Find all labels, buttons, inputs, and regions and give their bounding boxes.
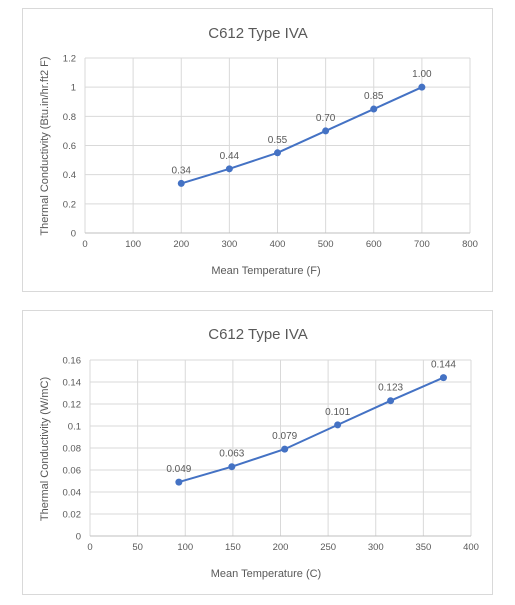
- x-tick-label: 0: [82, 239, 87, 250]
- data-point: [225, 165, 233, 173]
- x-tick-label: 0: [87, 542, 92, 553]
- y-tick-label: 1: [71, 83, 76, 94]
- x-tick-label: 500: [318, 239, 334, 250]
- x-axis-label: Mean Temperature (F): [211, 265, 320, 277]
- x-tick-label: 350: [415, 542, 431, 553]
- y-tick-label: 0.14: [63, 378, 82, 389]
- data-label: 0.144: [431, 360, 456, 371]
- x-tick-label: 200: [173, 239, 189, 250]
- data-label: 0.101: [325, 407, 350, 418]
- data-point: [439, 374, 447, 382]
- x-tick-label: 50: [132, 542, 143, 553]
- data-label: 0.123: [378, 383, 403, 394]
- data-point: [322, 127, 330, 135]
- chart-svg-fahrenheit: C612 Type IVA Mean Temperature (F) Therm…: [39, 25, 478, 277]
- y-tick-label: 0.4: [63, 170, 76, 181]
- data-point: [370, 105, 378, 113]
- data-point: [177, 179, 185, 187]
- chart-title: C612 Type IVA: [208, 326, 308, 343]
- y-tick-label: 0.1: [68, 422, 81, 433]
- plot-area: 0 50 100 150 200 250 300 350 400 0 0.02 0.04 0.06 0.0…: [63, 356, 479, 554]
- data-label: 0.34: [172, 165, 192, 176]
- y-axis-label: Thermal Conductivity (W/mC): [39, 377, 51, 521]
- x-tick-label: 600: [366, 239, 382, 250]
- y-tick-label: 0.16: [63, 356, 82, 367]
- y-axis-label: Thermal Conductivity (Btu.in/hr.ft2 F): [39, 56, 51, 235]
- data-label: 0.55: [268, 135, 288, 146]
- chart-svg-celsius: C612 Type IVA Mean Temperature (C) Therm…: [39, 326, 479, 580]
- data-label: 1.00: [412, 69, 432, 80]
- y-tick-label: 0: [76, 532, 81, 543]
- x-tick-label: 100: [177, 542, 193, 553]
- data-point: [281, 445, 289, 453]
- x-tick-label: 250: [320, 542, 336, 553]
- plot-area: 0 100 200 300 400 500 600 700 800 0 0.2 0.4 0.6 0.8 1 1…: [63, 54, 478, 251]
- y-tick-label: 0: [71, 229, 76, 240]
- y-tick-label: 0.04: [63, 488, 82, 499]
- y-tick-label: 0.2: [63, 199, 76, 210]
- x-tick-label: 800: [462, 239, 478, 250]
- series-line: [180, 86, 423, 185]
- chart-panel-fahrenheit: C612 Type IVA Mean Temperature (F) Therm…: [22, 8, 493, 292]
- data-point: [274, 149, 281, 157]
- data-label: 0.079: [272, 431, 297, 442]
- data-point: [175, 478, 183, 486]
- data-point: [418, 83, 426, 91]
- data-label: 0.063: [219, 449, 244, 460]
- x-tick-label: 700: [414, 239, 430, 250]
- x-tick-label: 200: [273, 542, 289, 553]
- y-tick-label: 0.08: [63, 444, 82, 455]
- series-line: [178, 376, 444, 484]
- x-tick-label: 400: [270, 239, 286, 250]
- x-tick-label: 150: [225, 542, 241, 553]
- y-tick-label: 1.2: [63, 54, 76, 65]
- data-point: [334, 421, 342, 429]
- y-tick-label: 0.8: [63, 112, 76, 123]
- chart-panel-celsius: C612 Type IVA Mean Temperature (C) Therm…: [22, 310, 493, 595]
- x-tick-label: 400: [463, 542, 479, 553]
- chart-title: C612 Type IVA: [208, 25, 308, 42]
- data-label: 0.44: [220, 151, 240, 162]
- y-tick-label: 0.06: [63, 466, 82, 477]
- x-tick-label: 300: [221, 239, 237, 250]
- x-tick-label: 300: [368, 542, 384, 553]
- y-tick-label: 0.12: [63, 400, 82, 411]
- data-point: [228, 463, 236, 471]
- x-tick-label: 100: [125, 239, 141, 250]
- data-label: 0.049: [166, 464, 191, 475]
- y-tick-label: 0.02: [63, 510, 82, 521]
- y-tick-label: 0.6: [63, 141, 76, 152]
- data-point: [387, 397, 395, 405]
- data-label: 0.85: [364, 91, 384, 102]
- x-axis-label: Mean Temperature (C): [211, 568, 321, 580]
- data-label: 0.70: [316, 113, 336, 124]
